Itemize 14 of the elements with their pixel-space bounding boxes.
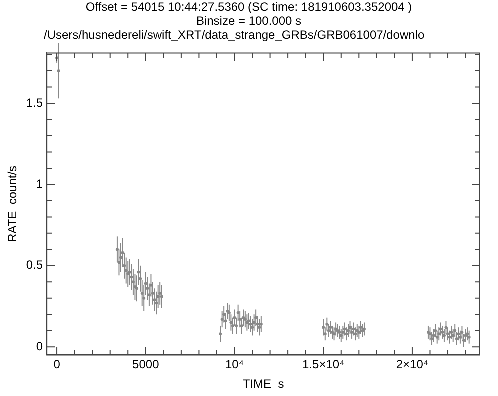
x-tick-label: 2×10⁴ (396, 358, 429, 372)
y-axis-title: RATE count/s (6, 166, 20, 242)
chart-subtitle: Binsize = 100.000 s (195, 14, 303, 28)
y-tick-label: 0 (36, 339, 44, 354)
x-tick-label: 10⁴ (225, 358, 244, 372)
x-tick-label: 5000 (132, 358, 160, 372)
y-tick-label: 1.5 (26, 96, 44, 110)
x-axis-title: TIME s (242, 377, 284, 392)
y-tick-label: 0.5 (26, 258, 44, 272)
y-tick-label: 1 (36, 177, 44, 192)
x-tick-label: 1.5×10⁴ (302, 358, 345, 372)
text: /Users/husnedereli/swift_XRT/data_strange_GRBs/GRB061007/downlo (43, 28, 426, 42)
chart-title: Offset = 54015 10:44:27.5360 (SC time: 181910603.352004 ) (84, 0, 414, 14)
x-tick-label: 0 (54, 358, 61, 372)
